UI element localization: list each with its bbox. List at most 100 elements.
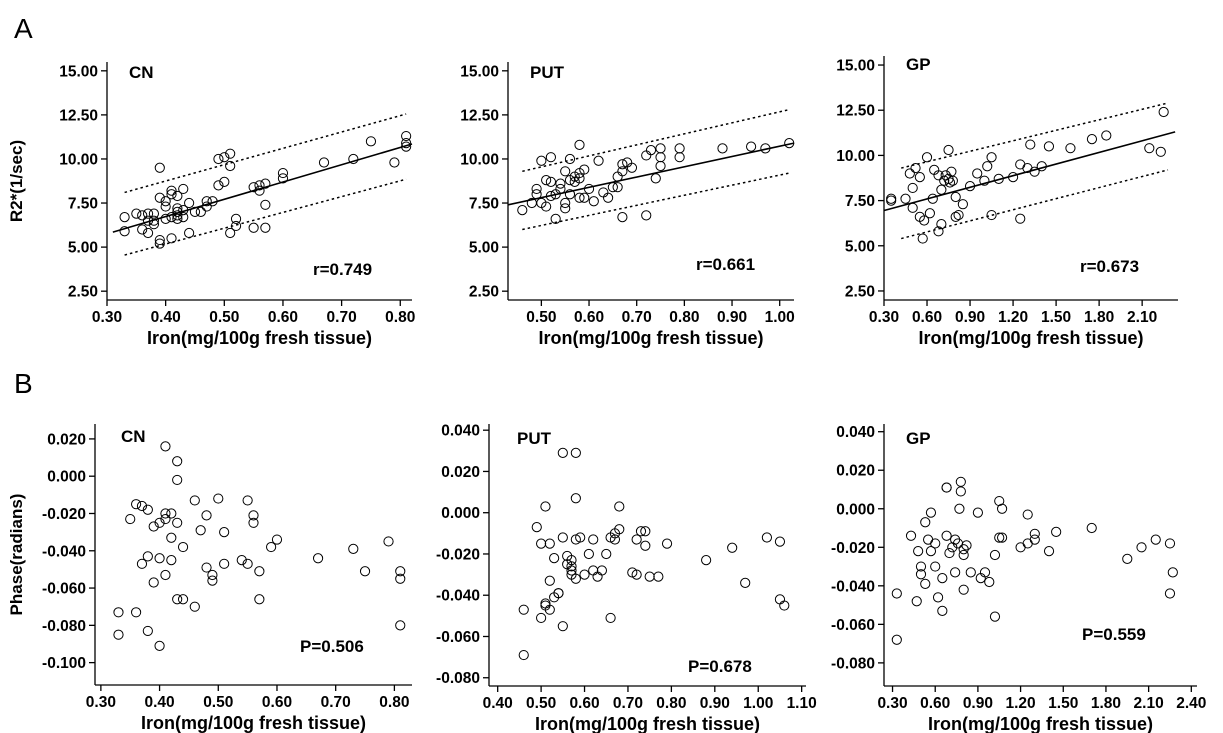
data-point: [560, 197, 571, 209]
data-point: [277, 167, 289, 179]
data-point: [395, 620, 406, 631]
data-point: [904, 168, 915, 179]
x-tick-label: 1.10: [787, 695, 817, 712]
x-tick-label: 0.60: [262, 694, 292, 711]
data-point: [219, 558, 230, 569]
x-tick-label: 0.50: [526, 695, 556, 712]
data-point: [260, 222, 271, 233]
data-point: [130, 607, 142, 618]
data-point: [142, 208, 154, 219]
data-point: [254, 180, 265, 191]
data-point: [921, 152, 933, 163]
y-tick-label: -0.080: [436, 670, 480, 687]
data-point: [271, 534, 283, 545]
data-point: [172, 190, 183, 202]
data-point: [142, 504, 153, 515]
data-point: [131, 208, 142, 219]
x-tick-label: 2.10: [1134, 695, 1164, 712]
data-point: [160, 508, 171, 519]
x-tick-label: 0.90: [955, 309, 985, 326]
data-point: [266, 541, 277, 553]
data-point: [779, 600, 790, 611]
data-point: [570, 447, 581, 458]
y-tick-label: 2.50: [469, 284, 499, 301]
data-point: [219, 176, 230, 187]
data-point: [641, 210, 652, 221]
data-point: [746, 141, 757, 152]
data-point: [541, 201, 552, 212]
data-point: [166, 554, 177, 566]
x-tick-label: 0.40: [151, 309, 181, 326]
data-point: [560, 203, 571, 214]
data-point: [761, 532, 773, 543]
data-point: [570, 493, 581, 504]
data-point: [119, 226, 130, 237]
data-point: [900, 193, 911, 204]
data-point: [596, 565, 608, 576]
data-point: [941, 530, 952, 541]
data-point: [655, 152, 666, 163]
x-tick-label: 0.80: [379, 694, 409, 711]
y-tick-label: 0.020: [47, 431, 86, 448]
data-point: [277, 173, 289, 184]
stat-annotation: r=0.749: [313, 260, 372, 279]
data-point: [947, 542, 958, 553]
data-point: [574, 192, 585, 203]
data-point: [1164, 538, 1176, 549]
data-point: [541, 175, 552, 186]
data-point: [557, 447, 568, 458]
x-tick-label: 1.20: [1005, 695, 1035, 712]
data-point: [989, 549, 1001, 561]
y-tick-label: 10.00: [836, 148, 875, 165]
data-point: [930, 538, 941, 549]
x-tick-label: 0.70: [321, 694, 351, 711]
y-tick-label: -0.080: [831, 655, 875, 672]
y-tick-label: 0.000: [47, 469, 86, 486]
x-tick-label: 1.20: [998, 309, 1028, 326]
data-point: [994, 495, 1005, 507]
data-point: [154, 553, 165, 564]
data-point: [1086, 522, 1097, 534]
x-tick-label: 0.80: [656, 695, 686, 712]
data-point: [395, 566, 406, 577]
data-point: [564, 153, 576, 165]
x-tick-label: 0.60: [574, 309, 604, 326]
data-point: [1029, 528, 1040, 539]
data-point: [661, 538, 673, 549]
data-point: [915, 569, 927, 580]
data-point: [544, 538, 555, 549]
data-point: [219, 152, 230, 163]
data-point: [189, 206, 201, 217]
data-point: [886, 195, 897, 206]
data-point: [177, 594, 189, 605]
ci-lower-line: [901, 169, 1169, 240]
data-point: [1043, 141, 1055, 152]
data-point: [154, 640, 165, 651]
data-point: [555, 183, 566, 195]
y-tick-label: 15.00: [59, 63, 98, 80]
data-point: [1155, 146, 1166, 157]
data-point: [560, 166, 571, 177]
data-point: [172, 210, 183, 221]
x-tick-label: 0.90: [717, 309, 747, 326]
x-tick-label: 1.80: [1091, 695, 1121, 712]
data-point: [142, 625, 153, 637]
data-point: [1150, 534, 1161, 545]
data-point: [540, 598, 551, 609]
data-point: [943, 144, 954, 156]
data-point: [142, 551, 153, 562]
y-tick-label: -0.100: [42, 655, 86, 672]
data-point: [550, 213, 561, 225]
data-point: [395, 573, 406, 584]
data-point: [195, 206, 206, 217]
data-point: [207, 196, 218, 207]
y-tick-label: 12.50: [59, 107, 98, 124]
stat-annotation: P=0.559: [1082, 625, 1146, 644]
data-point: [996, 532, 1008, 543]
data-point: [979, 175, 990, 186]
data-point: [401, 141, 412, 152]
data-point: [189, 495, 200, 506]
data-point: [631, 569, 642, 580]
stat-annotation: P=0.678: [688, 657, 752, 676]
x-tick-label: 1.50: [1048, 695, 1078, 712]
